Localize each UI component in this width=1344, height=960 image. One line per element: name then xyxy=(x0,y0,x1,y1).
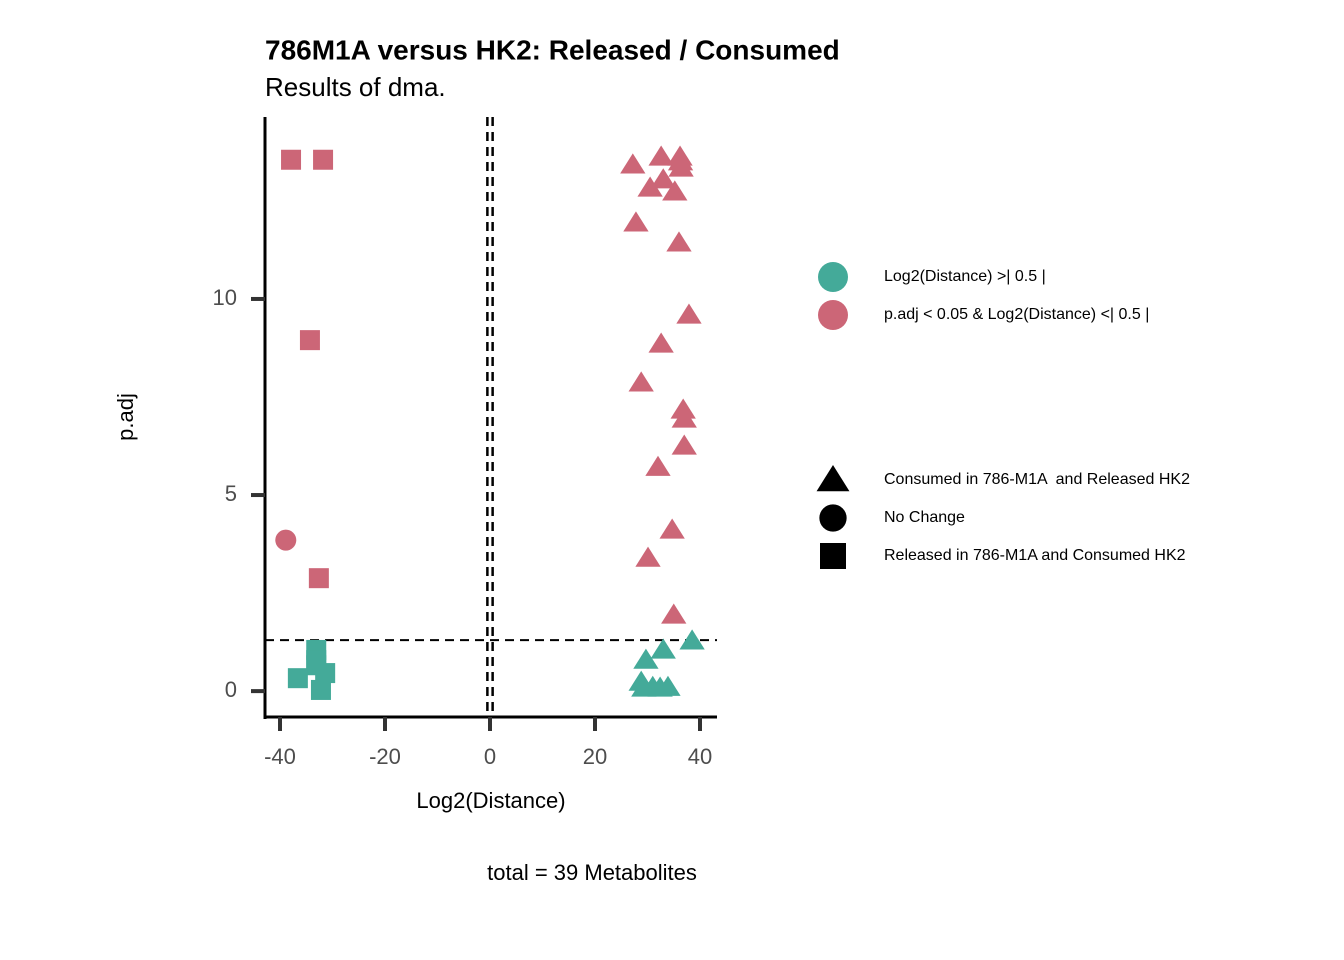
point xyxy=(628,371,654,392)
legend-key xyxy=(818,262,848,292)
point xyxy=(648,145,674,166)
point xyxy=(623,211,649,232)
legend-key xyxy=(816,465,850,492)
chart-title: 786M1A versus HK2: Released / Consumed xyxy=(265,34,840,65)
legend-key xyxy=(820,543,846,569)
legend-key xyxy=(818,300,848,330)
legend-label: Consumed in 786-M1A and Released HK2 xyxy=(884,471,1190,488)
point xyxy=(650,168,676,189)
y-tick-label: 0 xyxy=(225,677,237,702)
point xyxy=(631,676,657,697)
point xyxy=(645,455,671,476)
point xyxy=(650,638,676,659)
x-tick-label: 0 xyxy=(484,744,496,769)
y-axis-title: p.adj xyxy=(113,393,138,441)
x-tick-label: 40 xyxy=(688,744,712,769)
legend-key xyxy=(819,504,847,532)
chart-subtitle: Results of dma. xyxy=(265,72,446,102)
point xyxy=(662,180,688,201)
point xyxy=(671,434,697,455)
point xyxy=(275,529,297,551)
point xyxy=(620,153,646,174)
point xyxy=(281,149,302,170)
point xyxy=(661,603,687,624)
point xyxy=(310,679,331,700)
x-tick-label: -40 xyxy=(264,744,296,769)
point xyxy=(633,648,659,669)
x-tick-label: -20 xyxy=(369,744,401,769)
point xyxy=(637,176,663,197)
point xyxy=(308,568,329,589)
point xyxy=(679,629,705,650)
point xyxy=(670,398,696,419)
point xyxy=(667,150,694,171)
y-tick-label: 10 xyxy=(213,285,237,310)
point xyxy=(659,518,685,539)
y-tick-label: 5 xyxy=(225,481,237,506)
legend-label: Released in 786-M1A and Consumed HK2 xyxy=(884,547,1186,564)
legend-label: p.adj < 0.05 & Log2(Distance) <| 0.5 | xyxy=(884,306,1149,323)
point xyxy=(666,231,692,252)
point xyxy=(299,330,320,351)
point xyxy=(648,332,674,353)
x-axis-title: Log2(Distance) xyxy=(416,788,565,813)
point xyxy=(313,149,334,170)
point xyxy=(671,407,697,428)
x-tick-label: 20 xyxy=(583,744,607,769)
legend-label: Log2(Distance) >| 0.5 | xyxy=(884,268,1046,285)
caption: total = 39 Metabolites xyxy=(487,860,697,885)
point xyxy=(676,303,702,324)
point xyxy=(287,668,308,689)
point xyxy=(306,650,327,671)
point xyxy=(635,546,661,567)
legend-label: No Change xyxy=(884,509,965,526)
point xyxy=(647,676,673,697)
